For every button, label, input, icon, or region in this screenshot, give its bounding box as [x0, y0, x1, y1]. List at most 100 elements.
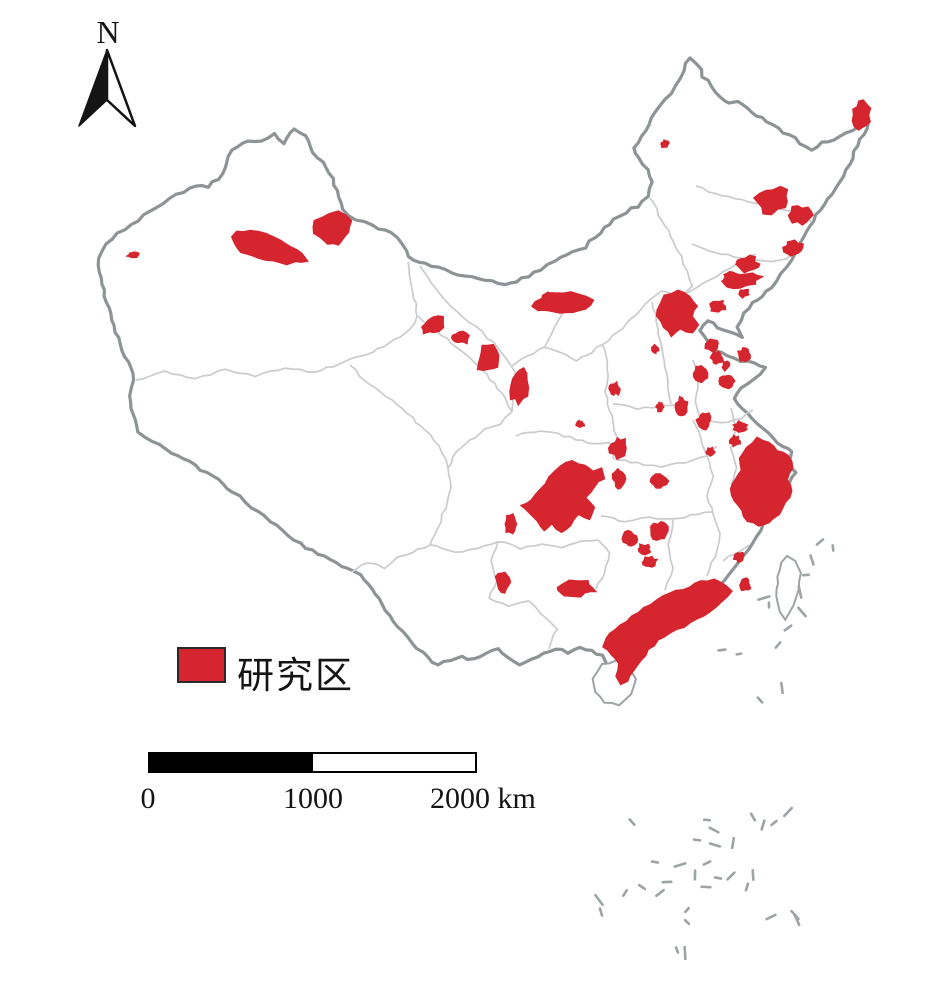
province-border-line: [706, 455, 715, 515]
sea-island-speck: [637, 883, 647, 891]
sea-island-speck: [756, 696, 764, 704]
sea-island-speck: [673, 862, 687, 868]
sea-island-speck: [702, 860, 712, 866]
province-border-line: [135, 261, 418, 381]
study-area-patches: [125, 99, 872, 686]
province-border-line: [515, 430, 614, 445]
study-area-patch: [655, 401, 665, 413]
sea-island-speck: [744, 882, 750, 892]
study-area-patch: [732, 551, 745, 563]
study-area-patch: [655, 289, 700, 338]
sea-island-speck: [782, 806, 794, 818]
study-area-patch: [738, 288, 750, 299]
province-border-line: [706, 513, 721, 577]
province-borders: [135, 185, 813, 650]
province-border-line: [692, 419, 708, 457]
sea-island-speck: [683, 918, 691, 926]
sea-island-speck: [692, 838, 702, 842]
sea-island-speck: [815, 538, 825, 546]
sea-island-speck: [717, 648, 727, 652]
study-area-patch: [709, 350, 725, 365]
sea-island-speck: [749, 812, 757, 822]
province-border-line: [595, 539, 611, 590]
study-area-patch: [230, 229, 309, 266]
study-area-patch: [450, 330, 471, 345]
study-area-patch: [704, 338, 719, 354]
province-border-line: [612, 445, 718, 468]
sea-island-speck: [655, 888, 665, 898]
province-border-line: [691, 243, 802, 263]
study-area-patch: [649, 473, 670, 489]
province-border-line: [447, 411, 513, 469]
study-area-patch: [608, 380, 621, 396]
study-area-patch: [607, 436, 627, 461]
study-area-patch: [420, 315, 445, 335]
study-area-patch: [519, 459, 606, 534]
sea-island-speck: [702, 818, 712, 822]
sea-island-speck: [594, 893, 604, 907]
study-area-patch: [695, 412, 712, 431]
sea-island-speck: [831, 544, 835, 552]
sea-island-speck: [770, 819, 778, 827]
study-area-patch: [602, 578, 733, 686]
sea-island-speck: [793, 913, 801, 927]
province-border-line: [349, 364, 449, 469]
legend-swatch-study-area: [177, 647, 226, 683]
study-area-patch: [650, 520, 669, 541]
sea-island-speck: [708, 826, 720, 834]
province-border-line: [664, 519, 674, 591]
sea-island-speck: [622, 889, 628, 897]
north-label: N: [96, 14, 120, 50]
scale-bar-empty-segment: [312, 754, 475, 771]
scale-tick-0: 0: [140, 782, 156, 815]
scale-tick-2000: 2000 km: [430, 782, 536, 815]
province-border-line: [528, 600, 559, 650]
sea-island-speck: [765, 913, 777, 921]
sea-island-speck: [809, 554, 815, 566]
sea-island-speck: [708, 842, 722, 848]
study-area-patch: [674, 395, 689, 417]
sea-island-speck: [783, 624, 793, 632]
study-area-patch: [720, 272, 765, 290]
study-area-patch: [732, 420, 749, 434]
study-area-patch: [692, 364, 709, 384]
sea-island-speck: [760, 819, 766, 831]
sea-island-speck: [757, 595, 771, 601]
study-area-patch: [621, 529, 639, 547]
study-area-patch: [721, 360, 731, 372]
scale-tick-1000: 1000: [283, 782, 343, 815]
sea-island-speck: [713, 876, 723, 880]
study-area-patch: [575, 419, 586, 428]
sea-island-speck: [598, 907, 604, 917]
province-border-line: [429, 539, 599, 554]
study-area-patch: [729, 436, 794, 527]
study-area-patch: [735, 254, 761, 274]
study-area-patch: [509, 367, 530, 407]
study-area-patch: [660, 139, 670, 149]
sea-island-speck: [780, 681, 784, 695]
study-area-patch: [641, 555, 659, 568]
sea-island-speck: [684, 906, 690, 914]
province-border-line: [651, 301, 672, 405]
sea-island-speck: [674, 946, 680, 954]
sea-island-speck: [751, 869, 755, 881]
north-arrow-icon: [78, 48, 137, 128]
sea-island-speck: [726, 871, 736, 881]
province-border-line: [649, 197, 694, 293]
study-area-patch: [125, 251, 140, 259]
study-area-patch: [611, 467, 627, 490]
study-area-patch: [787, 205, 814, 226]
sea-island-speck: [730, 836, 736, 850]
study-area-patch: [556, 579, 598, 598]
sea-island-speck: [797, 606, 807, 618]
sea-island-speck: [700, 885, 712, 889]
sea-island-speck: [774, 641, 782, 649]
study-area-patch: [851, 99, 872, 131]
study-area-patch: [504, 513, 518, 535]
study-area-patch: [782, 239, 804, 257]
sea-island-speck: [628, 818, 636, 826]
study-area-patch: [531, 291, 595, 314]
province-border-line: [488, 540, 530, 608]
